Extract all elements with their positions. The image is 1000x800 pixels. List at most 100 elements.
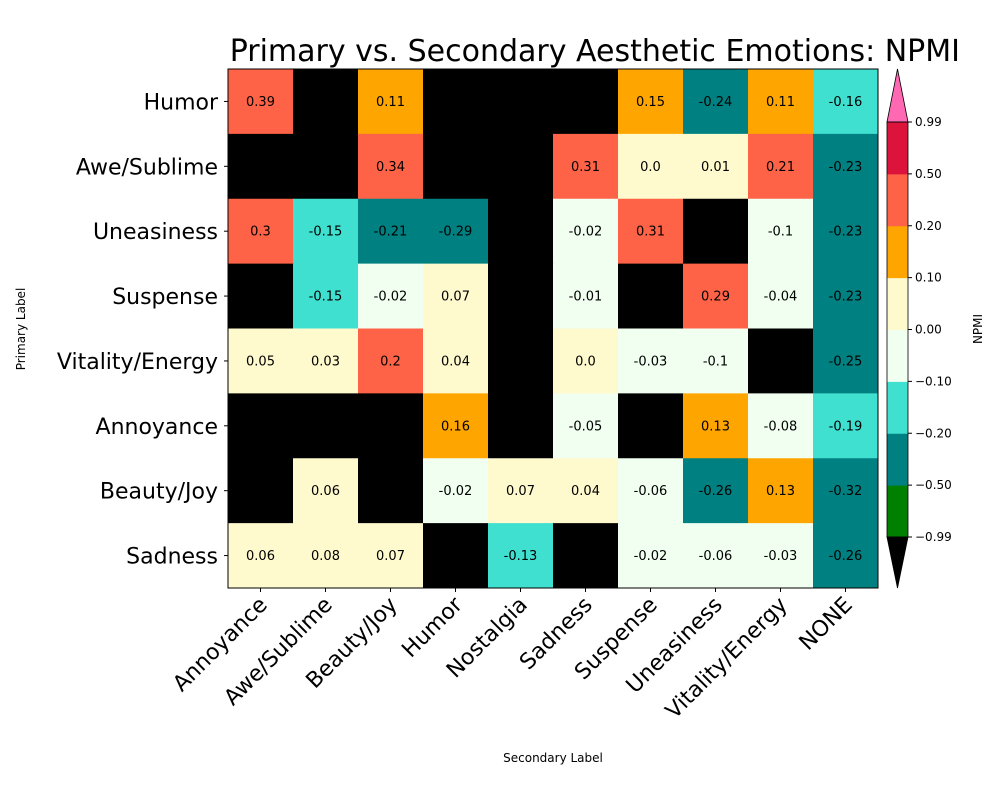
cell-value-label: -0.02 (439, 484, 473, 499)
y-axis-ticks: Humor Awe/Sublime Uneasiness Suspense Vitali… (57, 90, 228, 570)
y-tick-label: Suspense (112, 285, 218, 310)
colorbar-segment (887, 381, 908, 434)
cell-value-label: 0.04 (571, 484, 600, 499)
cell-value-label: 0.04 (441, 354, 470, 369)
heatmap-cell (228, 523, 294, 589)
heatmap-cell (358, 328, 424, 394)
heatmap-cell (683, 263, 749, 329)
y-tick-label: Annoyance (96, 415, 218, 440)
cell-value-label: -0.15 (309, 290, 343, 305)
heatmap-cell (293, 133, 359, 200)
heatmap-cell (683, 523, 749, 589)
heatmap-cell (813, 133, 879, 200)
heatmap-cell (358, 523, 424, 589)
y-tick-label: Sadness (126, 545, 218, 570)
heatmap-cell (748, 523, 814, 589)
heatmap-cell (293, 328, 359, 394)
heatmap-cell (813, 523, 879, 589)
heatmap-cell (683, 328, 749, 394)
colorbar-tick-label: 0.10 (915, 271, 942, 285)
cell-value-label: 0.31 (636, 225, 665, 240)
heatmap-cell (618, 198, 684, 265)
heatmap-cell (683, 133, 749, 200)
cell-value-label: -0.23 (829, 225, 863, 240)
colorbar-segment (887, 433, 908, 486)
heatmap-cell (423, 393, 489, 459)
heatmap-cell (813, 458, 879, 524)
heatmap-cell (228, 198, 294, 265)
colorbar-segment (887, 485, 908, 538)
y-axis-label: Primary Label (14, 288, 28, 371)
heatmap-cell (683, 458, 749, 524)
colorbar-segment (887, 173, 908, 227)
heatmap-cell (618, 133, 684, 200)
cell-value-label: -0.25 (829, 354, 863, 369)
cell-value-label: -0.23 (829, 160, 863, 175)
cell-value-label: 0.0 (575, 354, 596, 369)
cell-value-label: -0.03 (634, 354, 668, 369)
cell-value-label: -0.21 (374, 225, 408, 240)
cell-value-label: -0.02 (374, 290, 408, 305)
cell-value-label: -0.02 (569, 225, 603, 240)
heatmap-cell (748, 458, 814, 524)
heatmap-cell (683, 393, 749, 459)
cell-value-label: -0.15 (309, 225, 343, 240)
heatmap-cell (488, 458, 554, 524)
cell-value-label: -0.06 (699, 549, 733, 564)
cell-value-label: -0.05 (569, 419, 603, 434)
heatmap-cell (358, 458, 424, 524)
heatmap-cell (228, 393, 294, 459)
x-tick-label: Vitality/Energy (661, 593, 793, 725)
cell-value-label: 0.39 (246, 95, 275, 110)
heatmap-cell (553, 328, 619, 394)
heatmap-cell (618, 458, 684, 524)
y-tick-label: Vitality/Energy (57, 350, 218, 375)
colorbar-tick-label: 0.20 (915, 219, 942, 233)
heatmap-cell (228, 458, 294, 524)
cell-value-label: 0.0 (640, 160, 661, 175)
cell-value-label: -0.26 (699, 484, 733, 499)
plot-frame (227, 68, 879, 589)
heatmap-cell (748, 393, 814, 459)
heatmap-cell (293, 523, 359, 589)
heatmap-cell (683, 198, 749, 265)
cell-value-label: -0.29 (439, 225, 473, 240)
cell-value-label: 0.13 (701, 419, 730, 434)
cell-value-label: 0.11 (376, 95, 405, 110)
colorbar-tick-label: 0.00 (915, 323, 942, 337)
heatmap-cell (293, 263, 359, 329)
heatmap-cell (553, 263, 619, 329)
colorbar: −0.99 −0.50 −0.20 −0.10 0.00 0.10 0.20 0.50 0.99 (886, 68, 952, 589)
heatmap-cell (293, 393, 359, 459)
heatmap-cell (423, 133, 489, 200)
colorbar-tick-label: −0.99 (915, 530, 952, 544)
heatmap-cell (488, 69, 554, 135)
heatmap-cell (293, 198, 359, 265)
colorbar-tick-label: −0.20 (915, 426, 952, 440)
cell-value-label: -0.1 (703, 354, 728, 369)
heatmap-cell (748, 328, 814, 394)
heatmap-cell (293, 69, 359, 135)
cell-value-label: -0.1 (768, 225, 793, 240)
heatmap-cell (813, 198, 879, 265)
colorbar-over-extension (886, 68, 909, 123)
heatmap-cell (423, 69, 489, 135)
colorbar-tick-label: 0.50 (915, 167, 942, 181)
x-axis-label: Secondary Label (503, 751, 603, 765)
y-tick-label: Awe/Sublime (76, 155, 218, 180)
heatmap-cell (618, 523, 684, 589)
cell-value-label: 0.06 (246, 549, 275, 564)
heatmap-cell (423, 263, 489, 329)
heatmap-cell (293, 458, 359, 524)
heatmap-cell (748, 133, 814, 200)
heatmap-cell (553, 133, 619, 200)
heatmap-cell (618, 263, 684, 329)
cell-value-label: 0.16 (441, 419, 470, 434)
y-tick-label: Humor (144, 90, 219, 115)
heatmap-cell (683, 69, 749, 135)
cell-value-label: 0.2 (380, 354, 401, 369)
cell-value-label: 0.06 (311, 484, 340, 499)
heatmap-cell (618, 69, 684, 135)
